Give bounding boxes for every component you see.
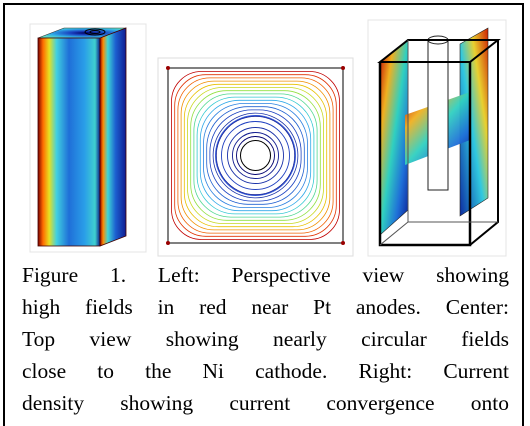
caption-line: high fields in red near Pt anodes. Cente… xyxy=(22,291,509,323)
center-image xyxy=(158,58,353,256)
caption-line: close to the Ni cathode. Right: Current xyxy=(22,355,509,387)
contour-line xyxy=(241,141,271,171)
right-image xyxy=(368,20,506,256)
contour-line xyxy=(341,241,345,245)
contour-line xyxy=(166,241,170,245)
caption-line: Top view showing nearly circular fields xyxy=(22,323,509,355)
contour-line xyxy=(166,66,170,70)
caption-line: density showing current convergence onto xyxy=(22,387,509,419)
contour-line xyxy=(341,66,345,70)
left-image xyxy=(30,24,146,252)
page: Figure 1. Left: Perspective view showing… xyxy=(0,0,530,426)
caption-line: Figure 1. Left: Perspective view showing xyxy=(22,259,509,291)
